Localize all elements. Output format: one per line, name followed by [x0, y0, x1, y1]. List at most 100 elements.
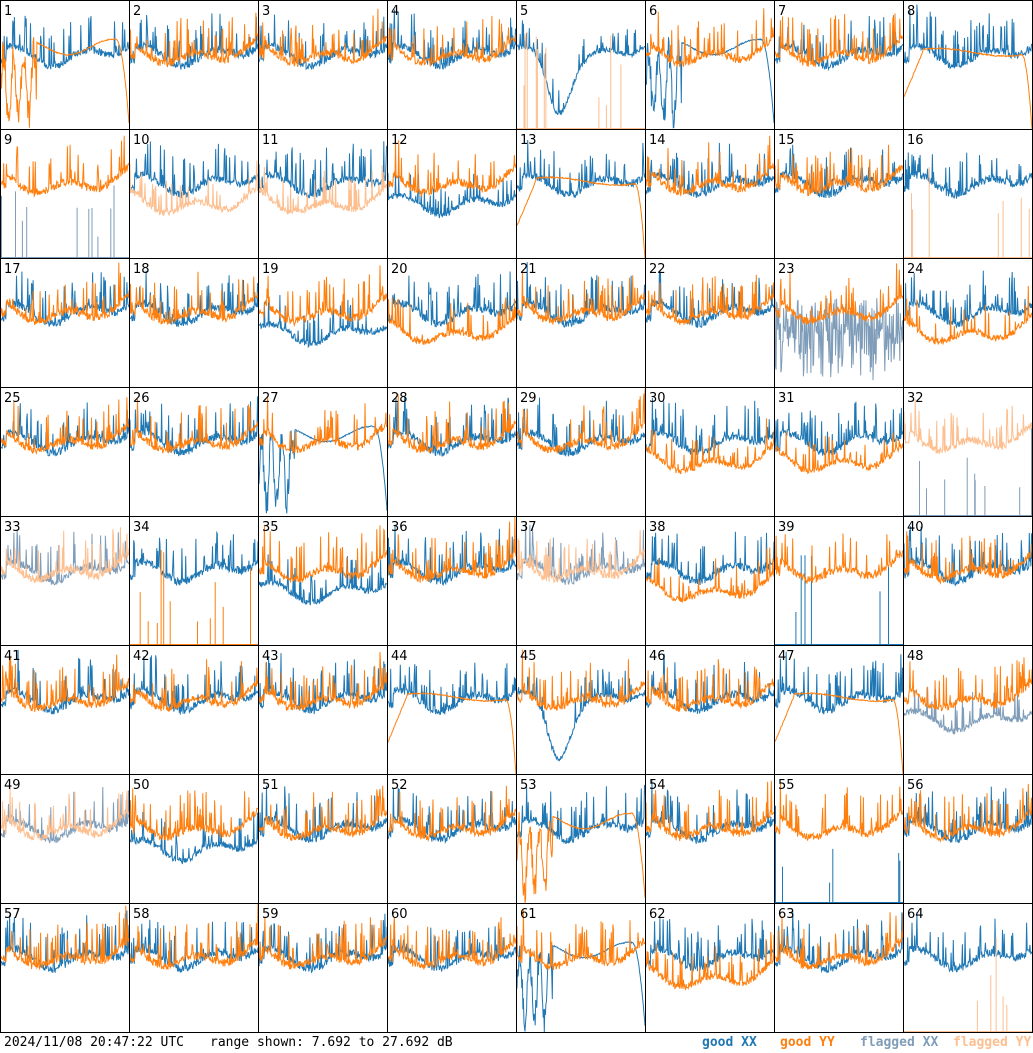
series-yy-13 — [517, 175, 645, 258]
panel-label-45: 45 — [520, 649, 537, 664]
series-xx-56 — [904, 786, 1032, 844]
antenna-panel-29: 29 — [517, 389, 645, 457]
panel-label-5: 5 — [520, 4, 528, 19]
series-xx-19 — [259, 294, 387, 349]
antenna-panel-44: 44 — [388, 649, 516, 774]
panel-label-20: 20 — [391, 262, 408, 277]
antenna-panel-15: 15 — [775, 133, 903, 199]
series-yy-62 — [646, 931, 774, 991]
antenna-panel-39: 39 — [775, 520, 903, 645]
series-yy-56 — [904, 783, 1032, 843]
panel-label-17: 17 — [4, 262, 21, 277]
series-yy-17 — [1, 262, 129, 326]
series-yy-59 — [259, 916, 387, 970]
footer-bar: 2024/11/08 20:47:22 UTC range shown: 7.6… — [0, 1033, 1033, 1053]
panel-label-28: 28 — [391, 391, 408, 406]
antenna-panel-7: 7 — [775, 4, 903, 72]
series-yy-25 — [1, 397, 129, 455]
antenna-panel-57: 57 — [1, 905, 129, 974]
panel-label-61: 61 — [520, 907, 537, 922]
panel-label-31: 31 — [778, 391, 795, 406]
antenna-panel-47: 47 — [775, 649, 903, 774]
antenna-panel-60: 60 — [388, 907, 516, 972]
antenna-panel-9: 9 — [1, 133, 129, 258]
series-xx-15 — [775, 144, 903, 199]
series-xx-63 — [775, 910, 903, 974]
series-yy-47 — [775, 692, 903, 774]
antenna-panel-6: 6 — [646, 4, 774, 129]
antenna-panel-27: 27 — [259, 391, 387, 514]
series-xx-12 — [388, 172, 516, 219]
series-yy-26 — [130, 398, 258, 454]
panel-label-16: 16 — [907, 133, 924, 148]
series-yy-22 — [646, 274, 774, 325]
series-xx-40 — [904, 526, 1032, 587]
series-xx-60 — [388, 922, 516, 972]
series-xx-5 — [517, 20, 645, 116]
series-yy-5 — [517, 31, 645, 129]
panel-label-40: 40 — [907, 520, 924, 535]
series-yy-45 — [517, 649, 645, 711]
panel-label-44: 44 — [391, 649, 408, 664]
series-xx-18 — [130, 270, 258, 327]
series-yy-30 — [646, 418, 774, 475]
antenna-panel-52: 52 — [388, 778, 516, 845]
panel-label-37: 37 — [520, 520, 537, 535]
series-yy-12 — [388, 139, 516, 198]
panel-label-19: 19 — [262, 262, 279, 277]
panel-label-6: 6 — [649, 4, 657, 19]
series-xx-47 — [775, 651, 903, 715]
panel-label-21: 21 — [520, 262, 537, 277]
panel-label-1: 1 — [4, 4, 12, 19]
panel-label-53: 53 — [520, 778, 537, 793]
antenna-panel-17: 17 — [1, 262, 129, 327]
series-yy-15 — [775, 144, 903, 197]
panel-label-49: 49 — [4, 778, 21, 793]
antenna-panel-41: 41 — [1, 649, 129, 715]
series-yy-44 — [388, 692, 516, 774]
antenna-panel-18: 18 — [130, 262, 258, 327]
antenna-panel-37: 37 — [517, 520, 645, 585]
panel-label-10: 10 — [133, 133, 150, 148]
series-yy-60 — [388, 917, 516, 970]
series-xx-61 — [517, 941, 645, 1032]
panel-label-64: 64 — [907, 907, 924, 922]
legend-good-yy: good YY — [780, 1035, 835, 1050]
antenna-panel-4: 4 — [388, 4, 516, 70]
antenna-panel-45: 45 — [517, 649, 645, 762]
series-xx-14 — [646, 142, 774, 198]
series-yy-58 — [130, 904, 258, 971]
panel-label-25: 25 — [4, 391, 21, 406]
panel-label-33: 33 — [4, 520, 21, 535]
series-yy-9 — [1, 135, 129, 198]
panel-label-15: 15 — [778, 133, 795, 148]
series-xx-35 — [259, 554, 387, 606]
panel-label-39: 39 — [778, 520, 795, 535]
panel-label-47: 47 — [778, 649, 795, 664]
antenna-panel-55: 55 — [775, 778, 903, 903]
antenna-panel-13: 13 — [517, 133, 645, 258]
series-xx-42 — [130, 655, 258, 715]
antenna-panel-11: 11 — [259, 133, 387, 215]
series-yy-3 — [259, 8, 387, 67]
panel-label-51: 51 — [262, 778, 279, 793]
antenna-panel-53: 53 — [517, 778, 645, 903]
range-label: range shown: 7.692 to 27.692 dB — [210, 1035, 453, 1050]
antenna-panel-35: 35 — [259, 520, 387, 606]
panel-label-50: 50 — [133, 778, 150, 793]
panel-label-23: 23 — [778, 262, 795, 277]
series-xx-24 — [904, 270, 1032, 329]
series-xx-3 — [259, 14, 387, 71]
series-yy-10 — [130, 160, 258, 217]
panel-label-3: 3 — [262, 4, 270, 19]
series-yy-63 — [775, 912, 903, 970]
antenna-panel-22: 22 — [646, 262, 774, 328]
antenna-panel-12: 12 — [388, 133, 516, 219]
panel-label-60: 60 — [391, 907, 408, 922]
antenna-panel-30: 30 — [646, 391, 774, 475]
series-yy-20 — [388, 297, 516, 345]
series-xx-51 — [259, 785, 387, 843]
timestamp-label: 2024/11/08 20:47:22 UTC — [4, 1035, 185, 1050]
antenna-panel-40: 40 — [904, 520, 1032, 587]
series-xx-38 — [646, 531, 774, 586]
